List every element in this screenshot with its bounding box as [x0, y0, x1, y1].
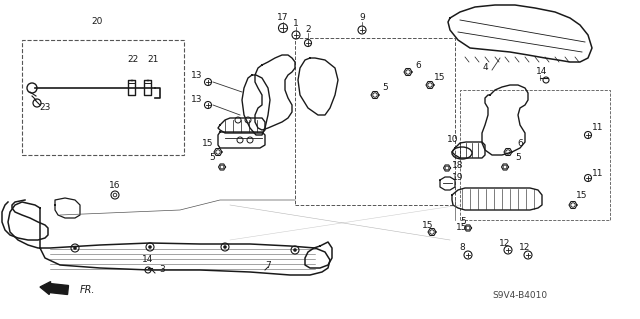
Circle shape: [73, 246, 77, 250]
Text: 18: 18: [452, 160, 464, 169]
Circle shape: [293, 248, 297, 252]
Text: 5: 5: [515, 153, 521, 162]
Text: S9V4-B4010: S9V4-B4010: [492, 291, 548, 300]
Text: FR.: FR.: [80, 285, 95, 295]
Text: 13: 13: [191, 71, 203, 80]
Bar: [22, 40, 184, 155]
Text: 5: 5: [209, 153, 215, 162]
Circle shape: [148, 245, 152, 249]
Text: 9: 9: [359, 13, 365, 23]
Text: 15: 15: [435, 73, 445, 83]
Text: 15: 15: [456, 224, 468, 233]
Text: 15: 15: [576, 190, 588, 199]
Text: 14: 14: [142, 256, 154, 264]
Text: 3: 3: [159, 265, 165, 275]
Text: 14: 14: [536, 68, 548, 77]
Text: 10: 10: [447, 136, 459, 145]
Text: 5: 5: [382, 84, 388, 93]
Text: 4: 4: [482, 63, 488, 72]
Bar: [295, 38, 455, 205]
Text: 12: 12: [519, 243, 531, 253]
Text: 23: 23: [39, 103, 51, 113]
Text: 15: 15: [202, 138, 214, 147]
Text: 20: 20: [92, 18, 102, 26]
Text: 15: 15: [422, 220, 434, 229]
Text: 11: 11: [592, 123, 604, 132]
Text: 6: 6: [517, 138, 523, 147]
Bar: [460, 90, 610, 220]
Text: 21: 21: [147, 56, 159, 64]
Text: 12: 12: [499, 239, 511, 248]
Text: 19: 19: [452, 174, 464, 182]
Text: 6: 6: [415, 61, 421, 70]
Text: 22: 22: [127, 56, 139, 64]
Text: 16: 16: [109, 182, 121, 190]
Text: 5: 5: [460, 218, 466, 226]
Circle shape: [223, 245, 227, 249]
Text: 2: 2: [305, 25, 311, 33]
Text: 7: 7: [265, 261, 271, 270]
Text: 17: 17: [277, 13, 289, 23]
Text: 13: 13: [191, 94, 203, 103]
FancyArrow shape: [40, 282, 68, 294]
Text: 8: 8: [459, 243, 465, 253]
Text: 1: 1: [293, 19, 299, 27]
Text: 11: 11: [592, 168, 604, 177]
